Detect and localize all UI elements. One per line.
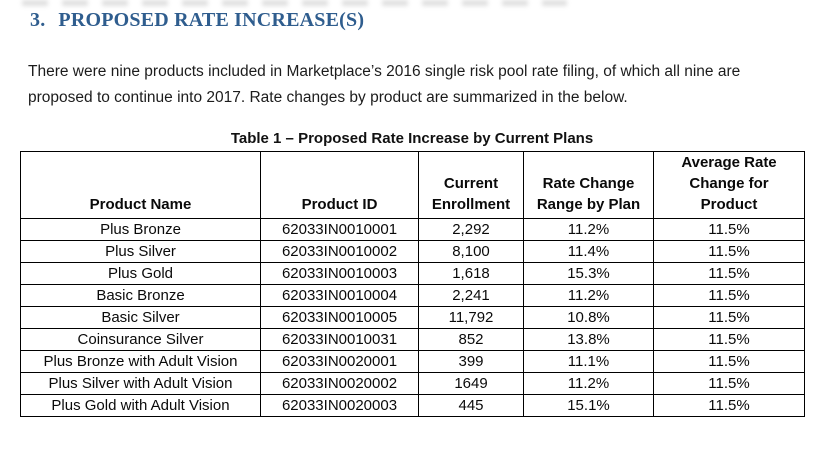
- table-cell: 62033IN0010005: [260, 306, 419, 329]
- column-header-current-enrollment: Current Enrollment: [418, 151, 524, 219]
- table-cell: 2,241: [418, 284, 524, 307]
- table-cell: 62033IN0010031: [260, 328, 419, 351]
- column-header-product-name: Product Name: [20, 151, 261, 219]
- table-header-row: Product Name Product ID Current Enrollme…: [20, 151, 805, 219]
- table-header: Product Name Product ID Current Enrollme…: [20, 151, 805, 219]
- cut-off-text-artifact: [22, 0, 567, 6]
- table-cell: 11.2%: [523, 218, 654, 241]
- table-cell: 15.1%: [523, 394, 654, 417]
- table-cell: 62033IN0010004: [260, 284, 419, 307]
- table-cell: 11.5%: [653, 350, 805, 373]
- table-cell: Plus Bronze with Adult Vision: [20, 350, 261, 373]
- table-row: Plus Gold 62033IN0010003 1,618 15.3% 11.5%: [20, 262, 805, 285]
- table-cell: 8,100: [418, 240, 524, 263]
- paragraph-line: proposed to continue into 2017. Rate cha…: [28, 89, 628, 106]
- table-cell: Plus Gold: [20, 262, 261, 285]
- table-cell: 62033IN0020003: [260, 394, 419, 417]
- section-number: 3.: [30, 9, 46, 31]
- section-title: PROPOSED RATE INCREASE(S): [58, 9, 365, 31]
- table-cell: 11.5%: [653, 328, 805, 351]
- table-row: Coinsurance Silver 62033IN0010031 852 13.8%…: [20, 328, 805, 351]
- table-row: Plus Gold with Adult Vision 62033IN002000…: [20, 394, 805, 417]
- table-cell: 10.8%: [523, 306, 654, 329]
- column-header-average-rate-change: Average Rate Change for Product: [653, 151, 805, 219]
- paragraph-line: There were nine products included in Mar…: [28, 63, 741, 80]
- table-cell: Basic Silver: [20, 306, 261, 329]
- column-header-rate-change-range: Rate Change Range by Plan: [523, 151, 654, 219]
- table-cell: 1649: [418, 372, 524, 395]
- table-cell: 62033IN0020001: [260, 350, 419, 373]
- table-cell: 11.5%: [653, 394, 805, 417]
- table-cell: 62033IN0010002: [260, 240, 419, 263]
- table-cell: 11,792: [418, 306, 524, 329]
- table-cell: 11.5%: [653, 284, 805, 307]
- table-row: Plus Bronze with Adult Vision 62033IN0020…: [20, 350, 805, 373]
- table-cell: 15.3%: [523, 262, 654, 285]
- table-cell: 11.2%: [523, 284, 654, 307]
- table-cell: 445: [418, 394, 524, 417]
- table-cell: 11.2%: [523, 372, 654, 395]
- table-cell: 11.1%: [523, 350, 654, 373]
- table-caption: Table 1 – Proposed Rate Increase by Curr…: [230, 130, 594, 147]
- table-row: Plus Silver with Adult Vision 62033IN0020…: [20, 372, 805, 395]
- column-header-product-id: Product ID: [260, 151, 419, 219]
- table-cell: Plus Bronze: [20, 218, 261, 241]
- section-heading: 3. PROPOSED RATE INCREASE(S): [30, 9, 364, 32]
- table-cell: 11.4%: [523, 240, 654, 263]
- table-cell: Coinsurance Silver: [20, 328, 261, 351]
- table-cell: 11.5%: [653, 218, 805, 241]
- rate-increase-table: Product Name Product ID Current Enrollme…: [20, 151, 805, 417]
- table-cell: 62033IN0010001: [260, 218, 419, 241]
- table-cell: 11.5%: [653, 306, 805, 329]
- table-cell: 852: [418, 328, 524, 351]
- table-row: Basic Silver 62033IN0010005 11,792 10.8% 11.…: [20, 306, 805, 329]
- table-cell: Plus Silver with Adult Vision: [20, 372, 261, 395]
- table-cell: Plus Gold with Adult Vision: [20, 394, 261, 417]
- table-cell: 62033IN0010003: [260, 262, 419, 285]
- intro-paragraph: There were nine products included in Mar…: [28, 59, 828, 111]
- table-body: Plus Bronze 62033IN0010001 2,292 11.2% 11.5%…: [20, 218, 805, 417]
- table-cell: 13.8%: [523, 328, 654, 351]
- table-cell: 11.5%: [653, 372, 805, 395]
- table-row: Basic Bronze 62033IN0010004 2,241 11.2% 11.5…: [20, 284, 805, 307]
- table-cell: 62033IN0020002: [260, 372, 419, 395]
- table-cell: 399: [418, 350, 524, 373]
- table-cell: Plus Silver: [20, 240, 261, 263]
- table-row: Plus Bronze 62033IN0010001 2,292 11.2% 11.5%: [20, 218, 805, 241]
- table-cell: 11.5%: [653, 240, 805, 263]
- table-row: Plus Silver 62033IN0010002 8,100 11.4% 11.5%: [20, 240, 805, 263]
- table-cell: 1,618: [418, 262, 524, 285]
- table-cell: 2,292: [418, 218, 524, 241]
- table-cell: 11.5%: [653, 262, 805, 285]
- table-cell: Basic Bronze: [20, 284, 261, 307]
